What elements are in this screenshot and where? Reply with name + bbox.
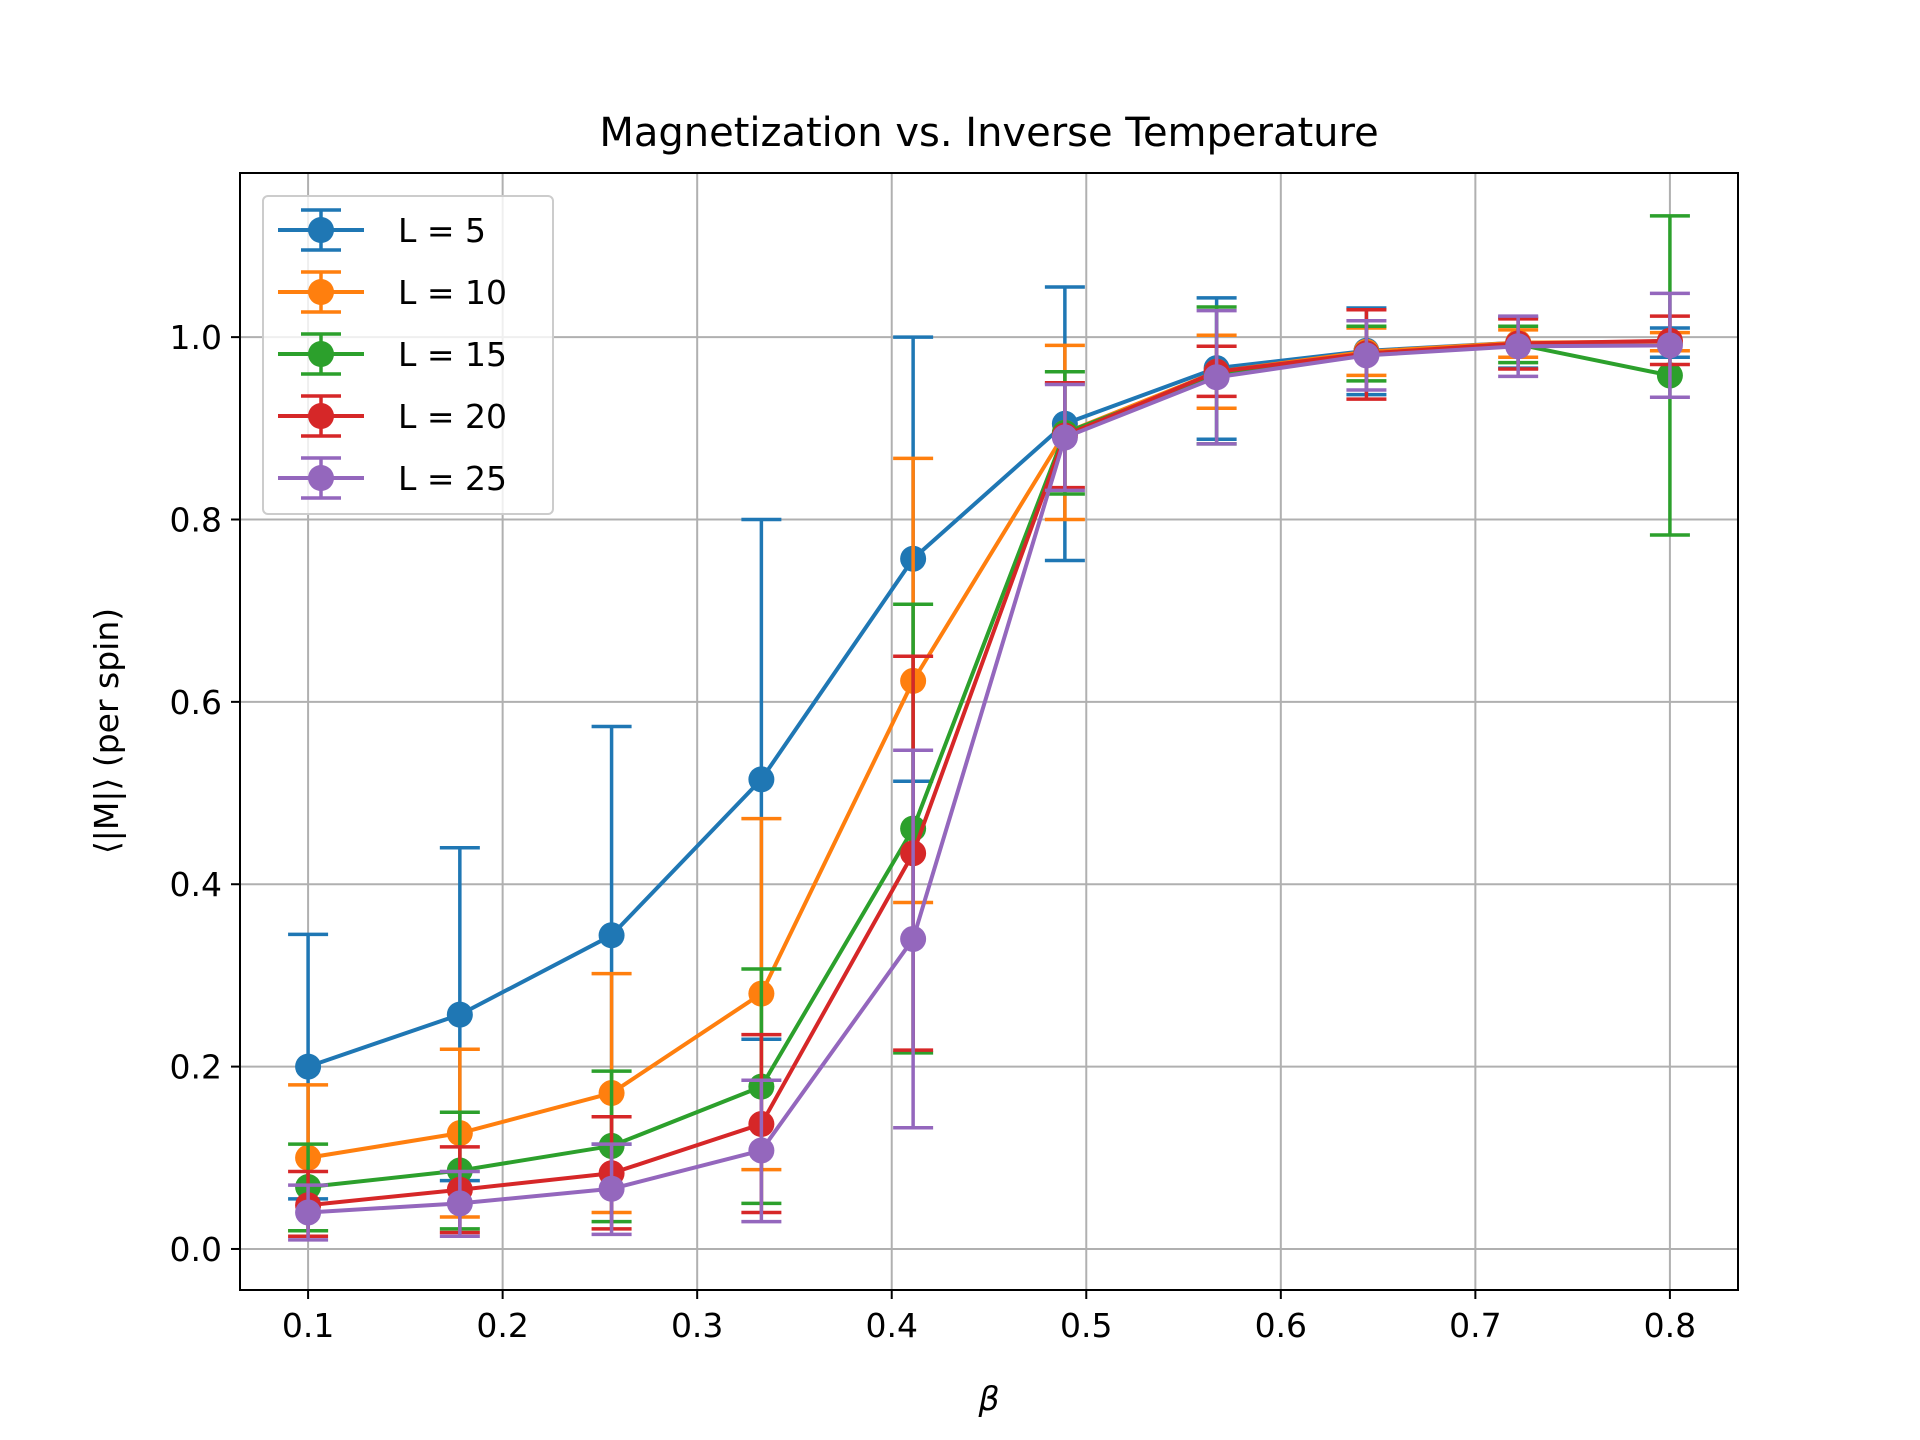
legend-label: L = 15 (398, 335, 507, 374)
data-point (598, 922, 625, 949)
legend-item: L = 15 (278, 332, 507, 376)
chart-title: Magnetization vs. Inverse Temperature (599, 110, 1378, 156)
y-tick-label: 0.6 (170, 683, 222, 722)
x-tick-label: 0.8 (1644, 1306, 1696, 1345)
data-point (1505, 333, 1532, 360)
plot-frame (239, 172, 1739, 1291)
legend-label: L = 25 (398, 459, 507, 498)
data-point (446, 1190, 473, 1217)
data-point (295, 1053, 322, 1080)
y-axis-title: ⟨|M|⟩ (per spin) (87, 608, 126, 854)
x-tick-label: 0.5 (1060, 1306, 1112, 1345)
legend-marker (308, 217, 334, 243)
legend-marker (308, 465, 334, 491)
y-tick-label: 0.8 (170, 500, 222, 539)
y-tick-label: 0.2 (170, 1048, 222, 1087)
legend-item: L = 25 (278, 456, 507, 500)
legend-marker (308, 341, 334, 367)
data-point (1051, 424, 1078, 451)
legend-item: L = 20 (278, 394, 507, 438)
x-tick-label: 0.4 (865, 1306, 917, 1345)
x-tick-label: 0.7 (1449, 1306, 1501, 1345)
ticks: 0.1 0.2 0.3 0.4 0.5 0.6 0.7 0.8 0.0 0.2 0.4 0.6 0.8 1… (170, 318, 1697, 1345)
series-line (307, 343, 1670, 1215)
series-layer (288, 214, 1690, 1242)
x-tick-label: 0.2 (476, 1306, 528, 1345)
data-point (748, 1137, 775, 1164)
data-point (900, 925, 927, 952)
y-tick-label: 0.0 (170, 1230, 222, 1269)
data-point (295, 1199, 322, 1226)
data-point (1353, 342, 1380, 369)
legend-label: L = 5 (398, 211, 486, 250)
data-point (598, 1175, 625, 1202)
y-tick-label: 1.0 (170, 318, 222, 357)
x-tick-label: 0.3 (671, 1306, 723, 1345)
legend-label: L = 10 (398, 273, 507, 312)
legend-label: L = 20 (398, 397, 507, 436)
x-tick-label: 0.6 (1255, 1306, 1307, 1345)
data-point (748, 766, 775, 793)
legend: L = 5 L = 10 L = 15 L = 20 L = 25 (262, 195, 554, 515)
legend-marker (308, 279, 334, 305)
x-axis-title: β (977, 1379, 999, 1418)
legend-marker (308, 403, 334, 429)
data-point (1203, 364, 1230, 391)
x-tick-label: 0.1 (282, 1306, 334, 1345)
y-tick-label: 0.4 (170, 865, 222, 904)
data-point (446, 1001, 473, 1028)
series-line (307, 338, 1670, 1208)
legend-item: L = 5 (278, 208, 486, 252)
series-5 (288, 291, 1690, 1242)
legend-item: L = 10 (278, 270, 507, 314)
data-point (1656, 332, 1683, 359)
